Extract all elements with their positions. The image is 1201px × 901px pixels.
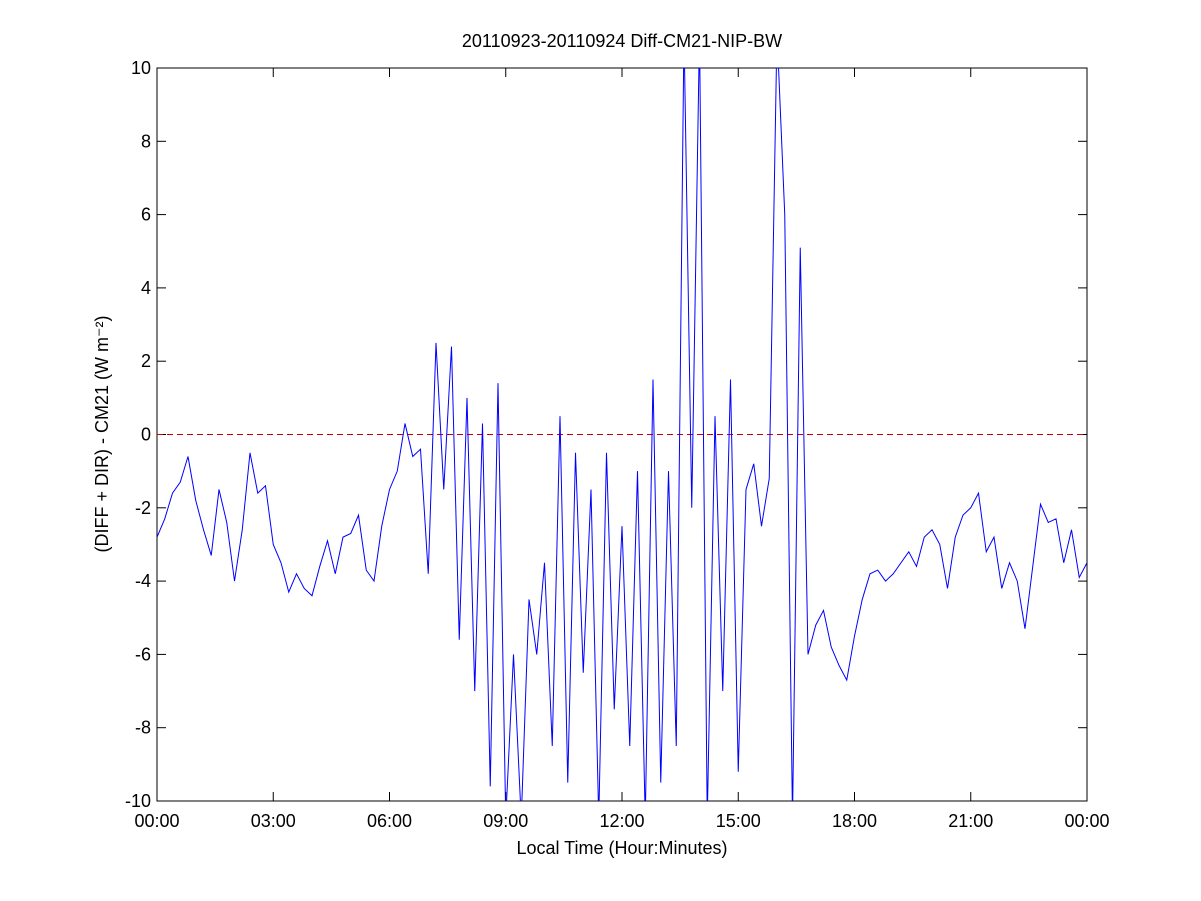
y-tick-label: 4	[141, 278, 151, 298]
y-tick-label: 0	[141, 425, 151, 445]
chart-title: 20110923-20110924 Diff-CM21-NIP-BW	[462, 31, 782, 51]
x-tick-label: 00:00	[1064, 811, 1109, 831]
x-tick-label: 06:00	[367, 811, 412, 831]
y-tick-label: -6	[135, 644, 151, 664]
x-axis-label: Local Time (Hour:Minutes)	[516, 838, 727, 858]
y-tick-label: 10	[131, 58, 151, 78]
y-tick-label: 8	[141, 131, 151, 151]
data-line	[157, 68, 1087, 801]
y-tick-label: -8	[135, 718, 151, 738]
x-tick-label: 18:00	[832, 811, 877, 831]
y-tick-label: -4	[135, 571, 151, 591]
y-tick-label: 2	[141, 351, 151, 371]
y-tick-label: -2	[135, 498, 151, 518]
y-tick-label: -10	[125, 791, 151, 811]
x-tick-label: 00:00	[134, 811, 179, 831]
x-tick-label: 09:00	[483, 811, 528, 831]
x-tick-label: 21:00	[948, 811, 993, 831]
y-tick-label: 6	[141, 205, 151, 225]
x-tick-label: 03:00	[251, 811, 296, 831]
x-tick-label: 15:00	[716, 811, 761, 831]
y-axis-label: (DIFF + DIR) - CM21 (W m⁻²)	[92, 316, 112, 553]
x-tick-label: 12:00	[599, 811, 644, 831]
